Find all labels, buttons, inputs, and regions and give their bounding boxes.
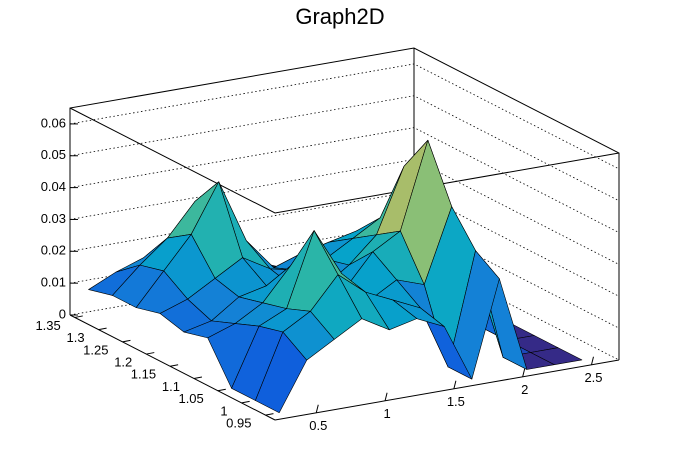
z-tick-label: 0 [59,306,66,321]
surface-cell [255,331,308,414]
grid-line [69,127,620,233]
x-tick-label: 0.5 [309,418,327,433]
x-tick-label: 2 [521,382,528,397]
z-tick-label: 0.03 [41,211,66,226]
x-tick [453,380,457,389]
x-tick [590,356,594,365]
x-tick [315,404,319,413]
x-tick-label: 1.5 [447,394,465,409]
y-tick [146,352,155,355]
x-tick [384,392,388,401]
chart-title: Graph2D [295,4,384,29]
y-axis [69,314,276,421]
y-tick [74,315,83,318]
y-tick [217,388,226,392]
y-tick-label: 1.25 [83,342,108,357]
y-tick-label: 1.05 [178,391,203,406]
y-tick-label: 0.95 [226,416,251,431]
y-tick [241,400,250,404]
y-tick [98,327,107,331]
y-tick-label: 1 [220,403,227,418]
box-frame [69,107,620,214]
y-tick [265,413,274,416]
z-tick-label: 0.06 [41,115,66,130]
grid-line [69,63,620,170]
z-tick-label: 0.04 [41,179,66,194]
y-tick [170,364,179,367]
grid-line [69,95,620,202]
z-tick-label: 0.01 [41,275,66,290]
x-axis [274,359,620,421]
y-tick-label: 1.1 [162,379,180,394]
y-tick [122,339,131,343]
x-tick [522,368,526,377]
x-tick-label: 2.5 [584,370,602,385]
z-tick-label: 0.02 [41,243,66,258]
x-tick-label: 1 [383,406,390,421]
y-tick [193,376,203,379]
y-tick-label: 1.2 [114,355,132,370]
z-tick-label: 0.05 [41,147,66,162]
y-tick-label: 1.3 [67,330,85,345]
y-tick-label: 1.35 [35,318,60,333]
y-tick-label: 1.15 [131,367,156,382]
